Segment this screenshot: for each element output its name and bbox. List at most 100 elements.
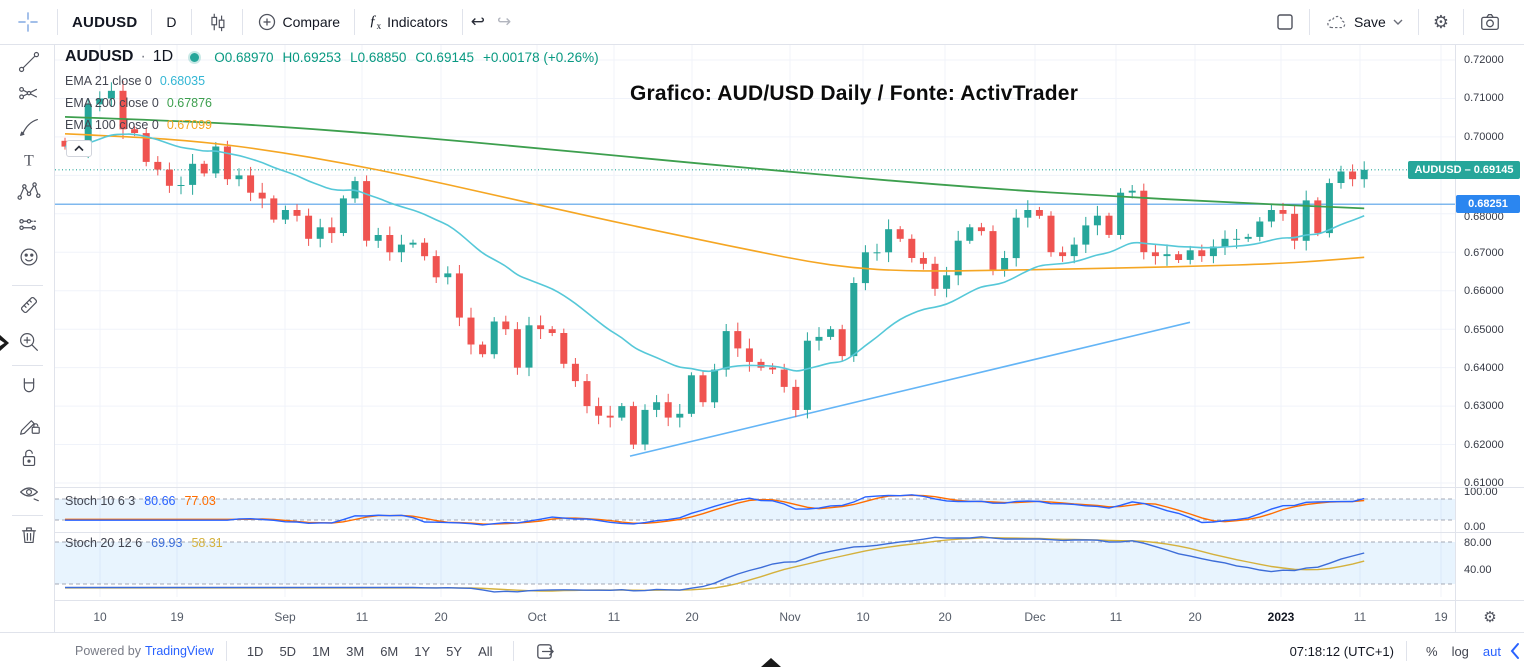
chart-style-button[interactable] — [194, 3, 240, 41]
toolbar-separator — [354, 9, 356, 35]
candle-bodies — [61, 90, 1368, 445]
tool-trend-line-button[interactable] — [12, 46, 46, 78]
indicators-button[interactable]: ƒx Indicators — [357, 3, 460, 41]
time-tick: 19 — [170, 610, 184, 624]
range-button-5d[interactable]: 5D — [279, 643, 297, 659]
price-tick: 0.61000 — [1464, 477, 1504, 489]
layout-button[interactable] — [1263, 3, 1307, 41]
bottom-toolbar: Powered by TradingView 1D 5D 1M 3M 6M 1Y 5Y All… — [0, 632, 1524, 669]
trend-line-drawing[interactable] — [629, 321, 1191, 457]
tool-ruler-button[interactable] — [12, 289, 46, 321]
time-tick: 20 — [1188, 610, 1202, 624]
tool-fib-tools-button[interactable] — [12, 79, 46, 111]
save-button[interactable]: Save — [1312, 3, 1416, 41]
price-tick: 0.71000 — [1464, 92, 1504, 104]
range-button-1d[interactable]: 1D — [246, 643, 264, 659]
auto-scale-button[interactable]: aut — [1482, 643, 1501, 659]
price-axis[interactable]: 0.72000 0.71000 0.70000 0.68000 0.67000 0.660… — [1455, 45, 1524, 600]
tradingview-link[interactable]: TradingView — [145, 644, 214, 658]
stoch-k-line[interactable] — [65, 536, 1365, 593]
bottom-panel-expand-arrow[interactable] — [760, 655, 782, 669]
toolbar-separator — [1417, 9, 1419, 35]
time-axis[interactable]: 10 19 Sep 11 20 Oct 11 20 Nov 10 20 Dec 11 20 2023 11 19 — [55, 600, 1455, 632]
stoch-band-lines — [55, 541, 1455, 585]
stoch-legend-row[interactable]: Stoch 10 6 3 80.66 77.03 — [65, 494, 216, 508]
collapse-toolbar-chevron[interactable] — [1508, 642, 1522, 660]
tool-hide-drawings-button[interactable] — [12, 476, 46, 508]
interval-button[interactable]: D — [166, 14, 177, 30]
ema-legend-row[interactable]: EMA 200 close 0 0.67876 — [65, 96, 599, 110]
timezone-value: (UTC+1) — [1343, 643, 1394, 659]
toolbar-separator — [151, 9, 153, 35]
screenshot-button[interactable] — [1466, 3, 1514, 41]
legend-interval[interactable]: 1D — [152, 48, 174, 65]
legend-separator: · — [140, 48, 146, 65]
pane-separator[interactable] — [55, 532, 1524, 533]
log-scale-button[interactable]: log — [1451, 643, 1469, 659]
go-to-date-icon — [536, 643, 554, 659]
ruler-icon — [20, 296, 38, 314]
main-chart[interactable] — [55, 45, 1455, 600]
draw-on-chart-icon — [20, 420, 40, 435]
compare-plus-icon — [258, 13, 275, 31]
tool-text-tool-button[interactable]: T — [12, 144, 46, 176]
ema-legend-rows: EMA 21 close 0 0.68035 EMA 200 close 0 0.67… — [65, 74, 599, 132]
legend-symbol[interactable]: AUDUSD — [65, 48, 134, 65]
drawing-toolbar: T — [0, 45, 55, 632]
ema200-line[interactable] — [64, 116, 1365, 210]
ema-value: 0.68035 — [159, 74, 206, 88]
tool-emoji-button[interactable] — [12, 241, 46, 273]
range-button-3m[interactable]: 3M — [346, 643, 365, 659]
hide-drawings-icon — [20, 487, 39, 502]
redo-button[interactable]: ↪ — [497, 12, 512, 31]
stoch-k-line[interactable] — [65, 494, 1365, 526]
ema21-line[interactable] — [64, 133, 1365, 373]
tool-remove-drawings-button[interactable] — [12, 519, 46, 551]
pane-separator[interactable] — [55, 487, 1524, 488]
emoji-icon — [20, 248, 38, 266]
price-line-badge: 0.68251 — [1456, 195, 1520, 213]
tool-brush-button[interactable] — [12, 111, 46, 143]
time-tick: 11 — [607, 610, 621, 624]
tool-lock-drawings-button[interactable] — [12, 442, 46, 474]
compare-button[interactable]: Compare — [245, 3, 353, 41]
gear-icon: ⚙ — [1432, 11, 1449, 32]
stoch-d-line[interactable] — [65, 494, 1365, 525]
symbol-search-button[interactable]: AUDUSD — [72, 13, 138, 31]
tool-xabcd-pattern-button[interactable] — [12, 176, 46, 208]
chevron-down-icon — [1393, 19, 1403, 25]
sidebar-expand-arrow[interactable] — [0, 334, 10, 357]
go-to-date-button[interactable] — [526, 637, 563, 666]
time-value: 07:18:12 — [1289, 643, 1341, 659]
chart-title: Grafico: AUD/USD Daily / Fonte: ActivTra… — [629, 82, 1079, 105]
chart-legend: AUDUSD · 1D O0.68970 H0.69253 L0.68850 C… — [65, 48, 599, 132]
pane-up-arrow-button[interactable] — [66, 140, 92, 157]
compare-label: Compare — [282, 14, 341, 30]
tool-draw-on-chart-button[interactable] — [12, 408, 46, 440]
range-button-6m[interactable]: 6M — [380, 643, 399, 659]
legend-ohlc: O0.68970 H0.69253 L0.68850 C0.69145 +0.0… — [214, 50, 598, 65]
percent-scale-button[interactable]: % — [1426, 643, 1438, 659]
clock[interactable]: 07:18:12 (UTC+1) — [1290, 644, 1394, 659]
undo-button[interactable]: ↩ — [470, 12, 486, 31]
ema100-line[interactable] — [64, 133, 1365, 272]
arrow-right-icon — [0, 335, 9, 351]
range-button-all[interactable]: All — [478, 643, 493, 659]
settings-button[interactable]: ⚙ — [1421, 3, 1461, 41]
ema-legend-row[interactable]: EMA 100 close 0 0.67099 — [65, 118, 599, 132]
ema-legend-row[interactable]: EMA 21 close 0 0.68035 — [65, 74, 599, 88]
time-tick: Dec — [1024, 610, 1046, 624]
tool-magnet-button[interactable] — [12, 372, 46, 404]
range-button-5y[interactable]: 5Y — [446, 643, 463, 659]
stoch-legend-row[interactable]: Stoch 20 12 6 69.93 58.31 — [65, 536, 223, 550]
stoch-label: Stoch 10 6 3 — [65, 494, 136, 508]
axis-settings-corner[interactable]: ⚙ — [1455, 600, 1524, 632]
powered-by-label: Powered by — [75, 644, 142, 658]
tool-forecast-button[interactable] — [12, 209, 46, 241]
range-button-1m[interactable]: 1M — [312, 643, 331, 659]
tool-zoom-in-button[interactable] — [12, 326, 46, 358]
price-tick: 0.65000 — [1464, 324, 1504, 336]
range-button-1y[interactable]: 1Y — [414, 643, 431, 659]
price-tick: 0.67000 — [1464, 247, 1504, 259]
crosshair-tool-button[interactable] — [0, 3, 55, 41]
